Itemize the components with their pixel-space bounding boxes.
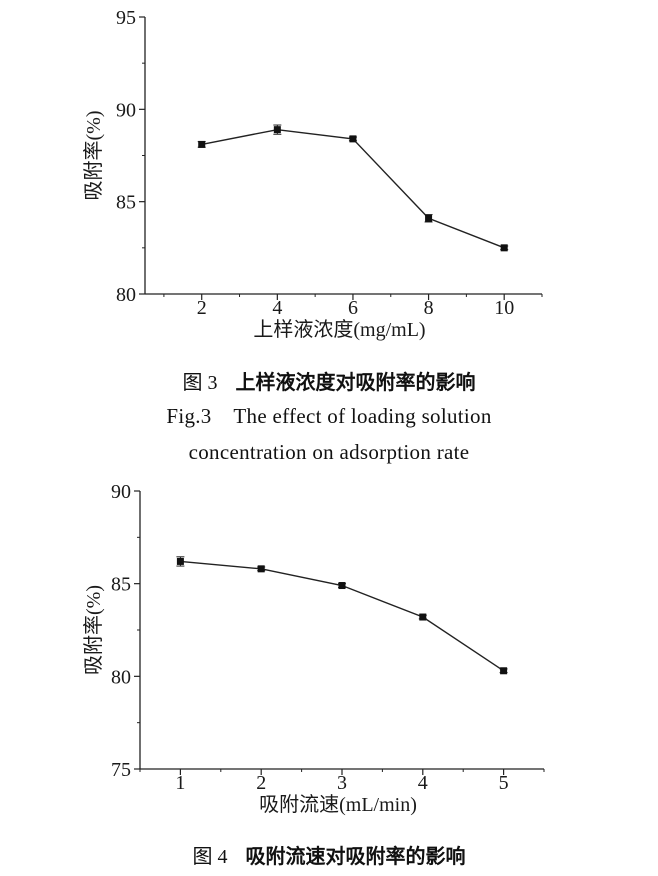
- chart1-y-tick-label: 95: [116, 7, 136, 29]
- chart2-y-tick-label: 80: [111, 666, 131, 688]
- figure-3-caption-en-line1: Fig.3 The effect of loading solution: [166, 404, 492, 428]
- chart1-y-tick-label: 80: [116, 284, 136, 306]
- chart2-data-point: [500, 667, 508, 675]
- chart1-y-tick-label: 90: [116, 99, 136, 121]
- figure-4-caption-cn: 图 4 吸附流速对吸附率的影响: [0, 840, 658, 869]
- chart2-x-axis-label: 吸附流速(mL/min): [259, 793, 417, 816]
- chart1-data-point: [349, 135, 357, 143]
- chart1-x-tick-label: 10: [494, 297, 514, 319]
- figure-4-number: 图 4: [192, 846, 228, 868]
- chart2-y-axis-label: 吸附率(%): [82, 585, 105, 675]
- chart1-x-tick-label: 2: [197, 297, 207, 319]
- chart2-x-tick-label: 1: [175, 772, 185, 794]
- chart2-data-point: [176, 557, 184, 565]
- chart1-x-tick-label: 6: [348, 297, 358, 319]
- chart1-data-point: [500, 244, 508, 252]
- chart1-series-line: [201, 128, 505, 249]
- figure-3-title: 上样液浓度对吸附率的影响: [235, 370, 476, 394]
- chart2-x-tick-label: 4: [418, 772, 428, 794]
- chart2-x-tick-label: 2: [256, 772, 266, 794]
- chart2-data-point: [338, 582, 346, 590]
- chart1-y-tick-label: 85: [116, 192, 136, 214]
- chart2-x-tick-label: 3: [337, 772, 347, 794]
- chart1-x-tick-label: 8: [424, 297, 434, 319]
- chart-loading-concentration: 80 85 90 95 2 4 6 8 10 上样液浓度(mg/mL) 吸附率(%): [0, 0, 658, 350]
- chart1-data-point: [425, 214, 433, 222]
- figure-4-title: 吸附流速对吸附率的影响: [245, 844, 466, 868]
- chart-1-svg: 80 85 90 95 2 4 6 8 10 上样液浓度(mg/mL) 吸附率(%): [82, 7, 543, 341]
- chart1-data-point: [198, 140, 206, 148]
- chart2-series-line: [180, 560, 504, 672]
- chart1-data-point: [273, 126, 281, 134]
- chart1-x-tick-label: 4: [272, 297, 282, 319]
- chart-adsorption-flow-rate: 75 80 85 90 1 2 3 4 5 吸附流速(mL/min) 吸附率(%): [0, 470, 658, 825]
- chart2-data-point: [419, 613, 427, 621]
- chart2-y-tick-label: 90: [111, 481, 131, 503]
- figure-3-caption-en-line2: concentration on adsorption rate: [188, 440, 470, 464]
- chart1-x-axis-label: 上样液浓度(mg/mL): [253, 318, 425, 341]
- chart2-x-tick-label: 5: [499, 772, 509, 794]
- chart-2-svg: 75 80 85 90 1 2 3 4 5 吸附流速(mL/min) 吸附率(%): [82, 481, 545, 816]
- figure-3-caption-cn: 图 3 上样液浓度对吸附率的影响: [0, 366, 658, 395]
- chart2-y-tick-label: 75: [111, 759, 131, 781]
- chart2-data-point: [257, 565, 265, 573]
- chart2-y-tick-label: 85: [111, 574, 131, 596]
- chart1-y-axis-label: 吸附率(%): [82, 111, 105, 201]
- figure-3-number: 图 3: [182, 372, 218, 394]
